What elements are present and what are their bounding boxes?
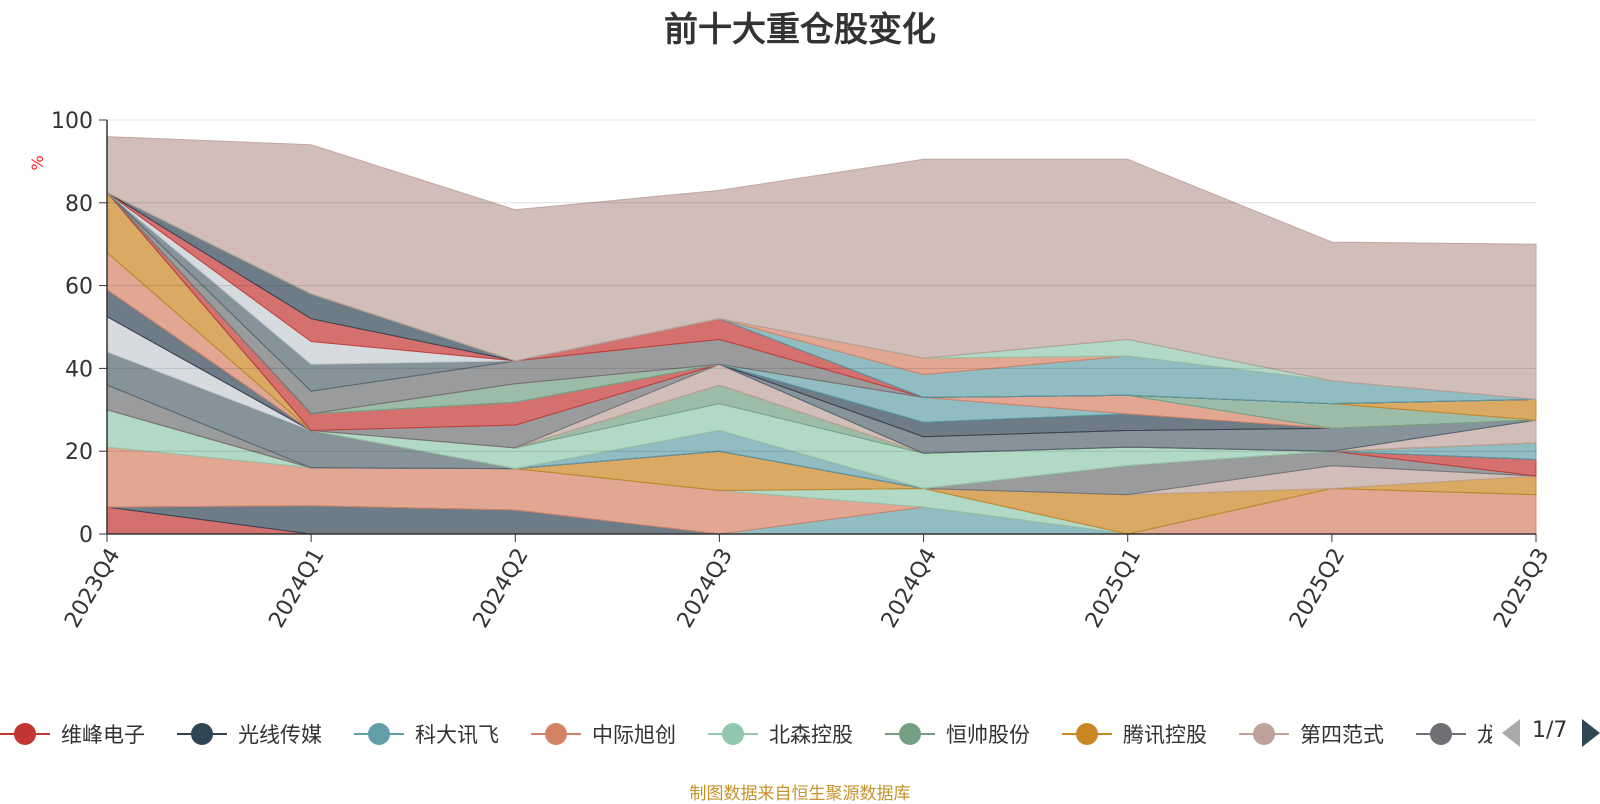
legend-item[interactable]: 第四范式: [1239, 723, 1384, 747]
legend-label: 北森控股: [769, 723, 853, 747]
legend-label: 中际旭创: [592, 723, 676, 747]
legend: 维峰电子 光线传媒 科大讯飞 中际旭创 北森控股 恒帅股份 腾讯控股 第四范式 龙迅股份: [0, 723, 1561, 747]
legend-item[interactable]: 维峰电子: [0, 723, 145, 747]
legend-dot-icon: [545, 723, 567, 745]
legend-prev-page-button[interactable]: [1502, 719, 1520, 747]
legend-dot-icon: [1076, 723, 1098, 745]
legend-item[interactable]: 光线传媒: [177, 723, 322, 747]
x-tick-label: 2024Q1: [264, 544, 329, 632]
legend-label: 第四范式: [1300, 723, 1384, 747]
x-tick-label: 2025Q3: [1489, 544, 1554, 632]
legend-page-indicator: 1/7: [1532, 718, 1568, 743]
source-note: 制图数据来自恒生聚源数据库: [689, 784, 911, 804]
legend-pager: 1/7: [1498, 716, 1600, 750]
y-tick-label: 0: [79, 523, 93, 548]
y-tick-label: 20: [65, 440, 93, 465]
legend-item[interactable]: 科大讯飞: [354, 723, 499, 747]
area-series-39: [106, 136, 1537, 400]
y-tick-label: 40: [65, 357, 93, 382]
legend-dot-icon: [14, 723, 36, 745]
x-tick-label: 2025Q2: [1285, 544, 1350, 632]
legend-dot-icon: [1253, 723, 1275, 745]
legend-label: 维峰电子: [61, 723, 145, 747]
legend-label: 腾讯控股: [1123, 723, 1207, 747]
legend-dot-icon: [368, 723, 390, 745]
legend-item[interactable]: 中际旭创: [531, 723, 676, 747]
y-axis-unit-label: %: [28, 155, 47, 170]
legend-dot-icon: [1430, 723, 1452, 745]
legend-label: 光线传媒: [238, 723, 322, 747]
x-tick-label: 2024Q2: [469, 544, 534, 632]
area-series-group: [106, 136, 1537, 535]
legend-dot-icon: [899, 723, 921, 745]
legend-label: 科大讯飞: [415, 723, 499, 747]
legend-dot-icon: [191, 723, 213, 745]
legend-item[interactable]: 北森控股: [708, 723, 853, 747]
x-tick-label: 2025Q1: [1081, 544, 1146, 632]
x-tick-label: 2024Q4: [877, 544, 942, 632]
y-tick-label: 80: [65, 192, 93, 217]
x-tick-label: 2023Q4: [60, 544, 125, 632]
legend-item[interactable]: 恒帅股份: [885, 723, 1030, 747]
legend-item[interactable]: 龙迅股份: [1416, 723, 1561, 747]
y-tick-label: 60: [65, 275, 93, 300]
grid-lines: [107, 119, 1536, 452]
legend-label: 龙迅股份: [1477, 723, 1561, 747]
x-tick-label: 2024Q3: [673, 544, 738, 632]
y-tick-label: 100: [51, 109, 93, 134]
legend-items: 维峰电子 光线传媒 科大讯飞 中际旭创 北森控股 恒帅股份 腾讯控股 第四范式 龙迅股份: [0, 723, 1561, 747]
legend-dot-icon: [722, 723, 744, 745]
legend-next-page-button[interactable]: [1582, 719, 1600, 747]
legend-item[interactable]: 腾讯控股: [1062, 723, 1207, 747]
chart-title: 前十大重仓股变化: [664, 10, 936, 50]
legend-label: 恒帅股份: [946, 723, 1030, 747]
